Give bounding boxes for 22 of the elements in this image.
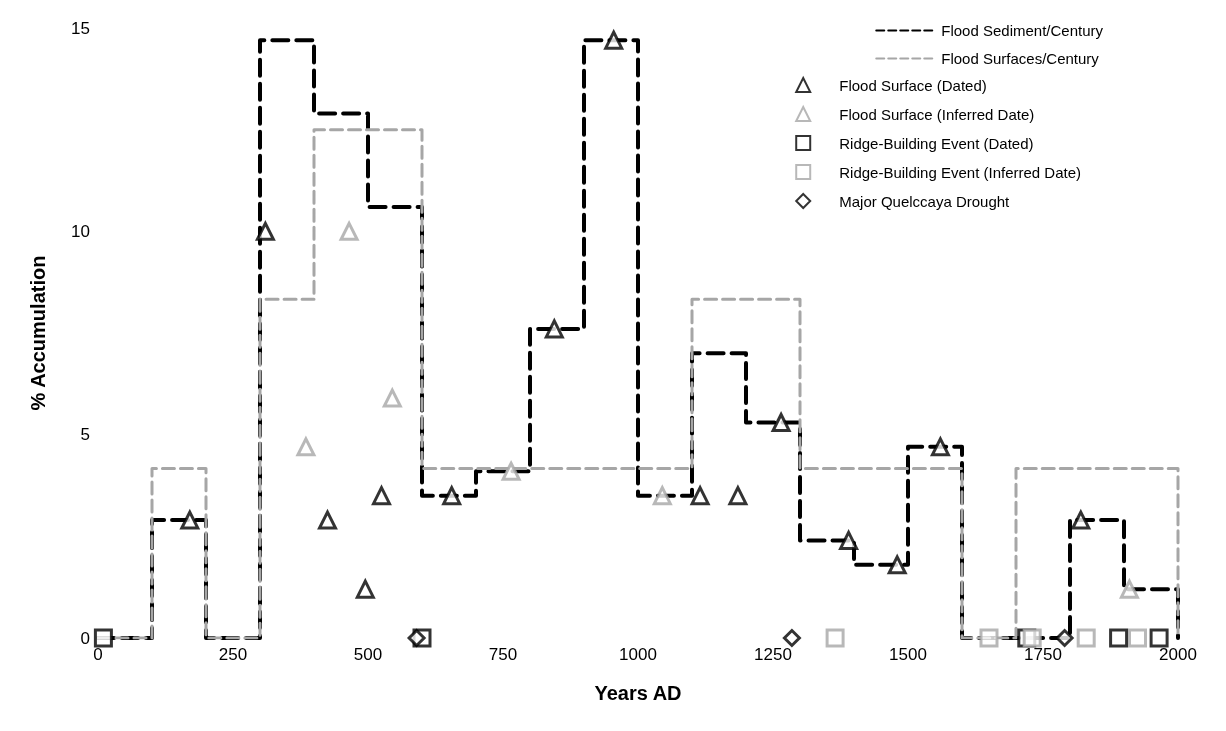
legend-label: Flood Surface (Inferred Date): [839, 105, 1035, 123]
x-tick-label: 250: [218, 645, 248, 664]
legend-label: Flood Sediment/Century: [941, 22, 1104, 39]
x-tick-label: 750: [488, 645, 518, 664]
legend-label: Ridge-Building Event (Dated): [839, 134, 1034, 152]
legend-label: Flood Surface (Dated): [839, 76, 987, 94]
x-tick-label: 1250: [754, 645, 792, 664]
x-tick-label: 1750: [1024, 645, 1062, 664]
x-tick-label: 500: [353, 645, 383, 664]
legend-label: Ridge-Building Event (Inferred Date): [839, 163, 1082, 181]
y-tick-label: 10: [71, 221, 90, 241]
legend-label: Flood Surfaces/Century: [941, 50, 1100, 67]
x-axis-title: Years AD: [594, 682, 682, 704]
y-tick-label: 5: [80, 425, 90, 445]
x-tick-label: 1500: [889, 645, 927, 664]
x-tick-label: 0: [93, 645, 103, 664]
y-tick-label: 0: [80, 628, 90, 648]
legend-label: Major Quelccaya Drought: [839, 192, 1011, 210]
x-tick-label: 2000: [1159, 645, 1197, 664]
y-tick-label: 15: [71, 18, 90, 38]
x-tick-label: 1000: [619, 645, 657, 664]
y-axis-title: % Accumulation: [27, 255, 49, 411]
